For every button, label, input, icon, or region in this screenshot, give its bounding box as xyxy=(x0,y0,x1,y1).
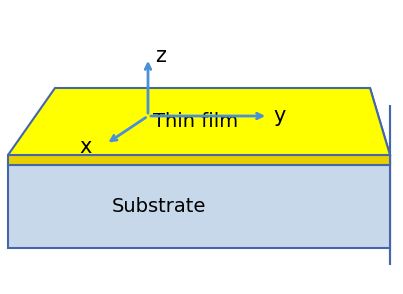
Polygon shape xyxy=(8,155,390,165)
Text: Substrate: Substrate xyxy=(112,197,206,216)
Text: z: z xyxy=(155,46,166,66)
Text: x: x xyxy=(80,137,92,157)
Polygon shape xyxy=(8,88,390,155)
Polygon shape xyxy=(8,165,390,248)
Text: y: y xyxy=(273,106,285,126)
Text: Thin film: Thin film xyxy=(153,112,238,131)
Polygon shape xyxy=(370,88,390,165)
